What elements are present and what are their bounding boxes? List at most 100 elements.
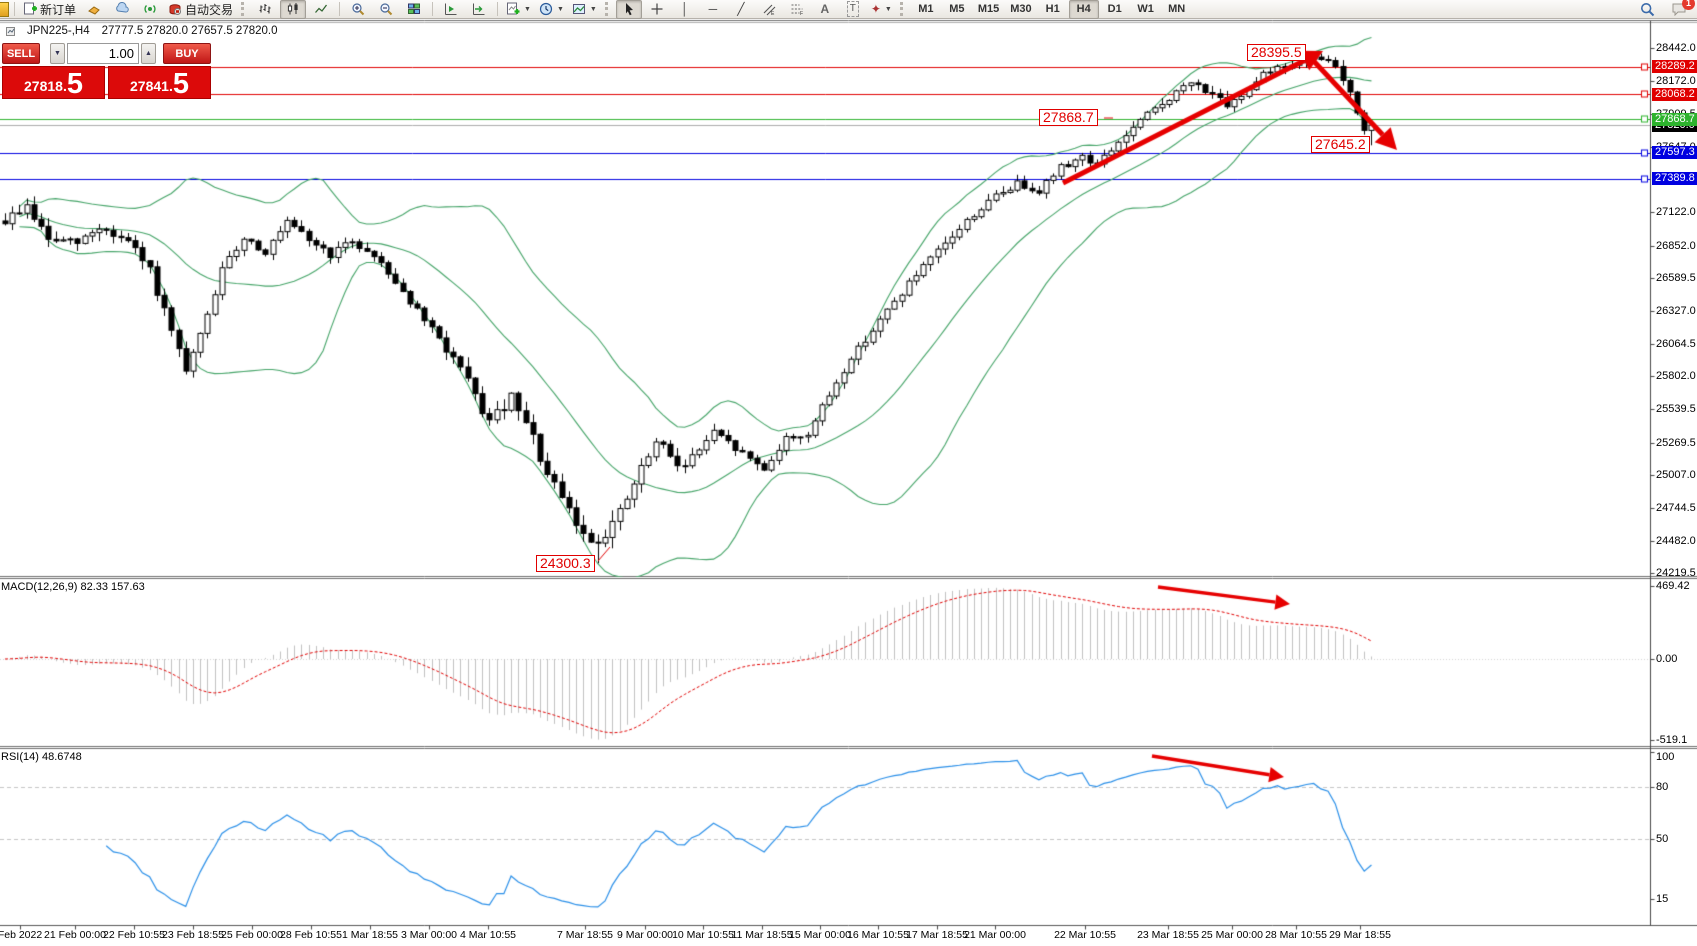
timeframe-h4[interactable]: H4 xyxy=(1068,0,1099,19)
vertical-line-icon: │ xyxy=(681,2,689,16)
autotrading-button[interactable]: 自动交易 xyxy=(165,0,236,19)
sell-button[interactable]: SELL xyxy=(2,43,40,64)
auto-scroll-button[interactable] xyxy=(438,0,464,19)
periods-button[interactable]: ▼ xyxy=(536,0,567,19)
price-annotation[interactable]: 24300.3 xyxy=(536,555,595,572)
volume-decrease-button[interactable]: ▼ xyxy=(50,43,65,64)
volume-increase-button[interactable]: ▲ xyxy=(141,43,156,64)
caret-up-icon: ▲ xyxy=(145,50,152,57)
timeframe-m5[interactable]: M5 xyxy=(949,3,965,15)
rsi-indicator-label: RSI(14) 48.6748 xyxy=(1,751,82,763)
new-order-button[interactable]: 新订单 xyxy=(20,0,79,19)
docked-toolbar-icon xyxy=(0,1,9,17)
candlestick-chart-icon xyxy=(287,3,298,15)
horizontal-line-tool-button[interactable]: ─ xyxy=(700,0,726,19)
volume-input[interactable] xyxy=(67,43,139,64)
candlestick-chart-button[interactable] xyxy=(280,0,307,19)
trendline-tool-button[interactable]: ╱ xyxy=(728,0,754,19)
chart-shift-icon xyxy=(473,3,485,15)
buy-button[interactable]: BUY xyxy=(163,43,211,64)
timeframe-w1[interactable]: W1 xyxy=(1137,3,1154,15)
search-icon[interactable] xyxy=(1640,2,1655,17)
tile-windows-button[interactable] xyxy=(401,0,427,19)
timeframe-h1[interactable]: H1 xyxy=(1045,3,1060,15)
cursor-tool-button[interactable] xyxy=(615,0,642,19)
toolbar-grip xyxy=(604,2,611,16)
chevron-down-icon: ▼ xyxy=(589,5,597,13)
indicators-button[interactable]: ▼ xyxy=(503,0,534,19)
buy-price-box[interactable]: 27841. 5 xyxy=(108,66,211,99)
toolbar-separator xyxy=(497,2,499,16)
one-click-trading-panel: SELL ▼ ▲ BUY 27818.5 27841.5 xyxy=(2,43,211,99)
toolbar-grip xyxy=(241,2,247,16)
label-tool-icon: T xyxy=(846,1,859,17)
buy-price-pip: 5 xyxy=(172,68,189,100)
template-icon xyxy=(572,4,585,14)
macd-indicator-label: MACD(12,26,9) 82.33 157.63 xyxy=(1,581,145,593)
svg-text:E: E xyxy=(771,11,775,16)
auto-scroll-icon xyxy=(445,3,457,15)
timeframe-m1[interactable]: M1 xyxy=(918,3,934,15)
chart-profile-button[interactable] xyxy=(81,0,107,19)
toolbar-separator xyxy=(339,2,341,16)
price-annotation[interactable]: 27645.2 xyxy=(1311,136,1370,153)
sell-price-box[interactable]: 27818. 5 xyxy=(2,66,105,99)
chevron-down-icon: ▼ xyxy=(524,5,531,13)
chevron-down-icon: ▼ xyxy=(556,5,564,13)
price-annotation[interactable]: 28395.5 xyxy=(1247,44,1306,61)
terminal-icon xyxy=(116,2,129,13)
alerts-button[interactable] xyxy=(137,0,163,19)
symbol-title: JPN225-,H4 xyxy=(27,25,90,37)
timeframe-m30[interactable]: M30 xyxy=(1010,3,1032,15)
toolbar-right-group: 1 xyxy=(1640,0,1695,17)
line-chart-button[interactable] xyxy=(308,0,334,19)
notifications-button[interactable]: 1 xyxy=(1671,0,1695,16)
zoom-in-button[interactable] xyxy=(345,0,371,19)
trendline-icon: ╱ xyxy=(737,2,745,16)
sell-price-main: 27818. xyxy=(24,78,67,94)
terminal-button[interactable] xyxy=(109,0,135,19)
label-tool-button[interactable]: T xyxy=(840,0,866,19)
new-order-icon xyxy=(24,2,37,15)
bar-chart-button[interactable] xyxy=(252,0,278,19)
toolbar-grip xyxy=(899,2,906,16)
timeframe-mn[interactable]: MN xyxy=(1168,3,1186,15)
chart-window-icon xyxy=(6,26,15,36)
caret-down-icon: ▼ xyxy=(54,50,61,57)
zoom-out-button[interactable] xyxy=(373,0,399,19)
notification-badge: 1 xyxy=(1682,0,1695,10)
text-tool-button[interactable]: A xyxy=(812,0,838,19)
sell-price-pip: 5 xyxy=(66,68,83,100)
svg-text:F: F xyxy=(800,11,803,16)
buy-price-main: 27841. xyxy=(130,78,173,94)
timeframe-m15[interactable]: M15 xyxy=(977,3,1000,15)
chevron-down-icon: ▼ xyxy=(884,5,892,13)
toolbar: 新订单 自动交易 ▼ ▼ ▼ │ ─ ╱ E F A T ✦ ▼ xyxy=(0,0,1697,19)
timeframe-bar: M1 M5 M15 M30 H1 H4 D1 W1 MN xyxy=(911,0,1192,19)
alerts-icon xyxy=(144,5,156,13)
equidistant-channel-icon: E xyxy=(763,4,776,16)
text-tool-icon: A xyxy=(820,2,830,16)
toolbar-separator xyxy=(14,2,15,16)
vertical-line-tool-button[interactable]: │ xyxy=(672,0,698,19)
trade-panel-controls: SELL ▼ ▲ BUY xyxy=(2,43,211,64)
bar-chart-icon xyxy=(259,4,271,14)
price-annotation[interactable]: 27868.7 xyxy=(1039,109,1098,126)
autotrading-label: 自动交易 xyxy=(185,2,234,17)
arrows-tool-button[interactable]: ✦ ▼ xyxy=(868,0,895,19)
crosshair-icon xyxy=(651,3,663,15)
chart-profile-icon xyxy=(88,6,100,15)
channel-tool-button[interactable]: E xyxy=(756,0,782,19)
clock-icon xyxy=(539,2,553,16)
arrows-tool-icon: ✦ xyxy=(870,2,881,16)
chart-shift-button[interactable] xyxy=(466,0,492,19)
autotrading-icon xyxy=(169,4,182,15)
crosshair-tool-button[interactable] xyxy=(644,0,670,19)
symbol-ohlc: 27777.5 27820.0 27657.5 27820.0 xyxy=(101,25,278,37)
templates-button[interactable]: ▼ xyxy=(569,0,600,19)
fibonacci-tool-button[interactable]: F xyxy=(784,0,810,19)
timeframe-d1[interactable]: D1 xyxy=(1107,3,1122,15)
zoom-out-icon xyxy=(380,3,393,16)
